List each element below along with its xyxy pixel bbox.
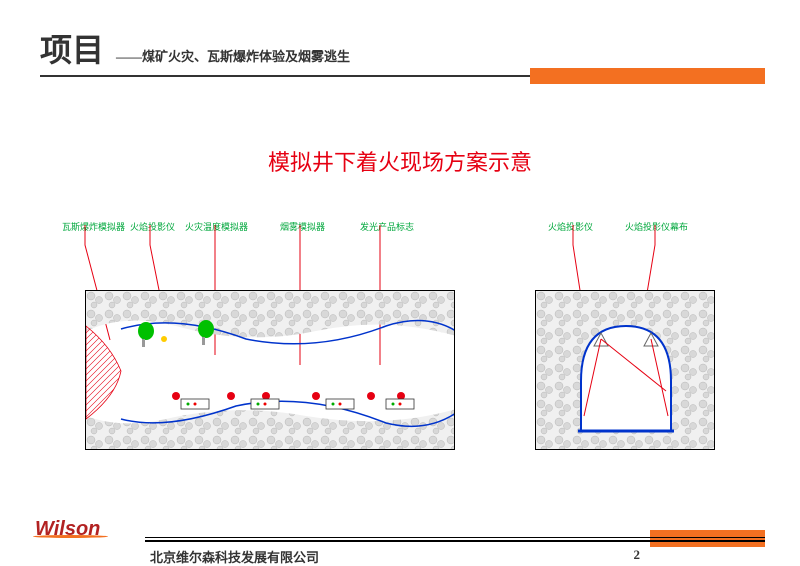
label-6: 火焰投影仪: [548, 220, 593, 233]
label-3: 火灾温度模拟器: [185, 220, 248, 233]
logo-swoosh: [33, 535, 108, 538]
footer-rule-thick: [145, 540, 765, 542]
header: 项目 ——煤矿火灾、瓦斯爆炸体验及烟雾逃生: [40, 25, 765, 71]
label-1: 瓦斯爆炸模拟器: [62, 220, 125, 233]
labels-row: 瓦斯爆炸模拟器 火焰投影仪 火灾温度模拟器 烟雾模拟器 发光产品标志 火焰投影仪…: [60, 220, 740, 240]
cross-section: [535, 290, 715, 450]
label-2: 火焰投影仪: [130, 220, 175, 233]
diagram-area: [0, 255, 800, 475]
label-7: 火焰投影仪幕布: [625, 220, 688, 233]
header-orange-bar: [530, 68, 765, 84]
page-title: 项目: [40, 25, 104, 71]
logo: Wilson: [35, 518, 100, 541]
label-4: 烟雾模拟器: [280, 220, 325, 233]
longitudinal-section: [85, 290, 455, 450]
page-number: 2: [634, 547, 641, 563]
diagram-title: 模拟井下着火现场方案示意: [0, 145, 800, 177]
page-subtitle: ——煤矿火灾、瓦斯爆炸体验及烟雾逃生: [116, 46, 350, 65]
company-name: 北京维尔森科技发展有限公司: [150, 547, 319, 566]
footer-rule-thin: [145, 537, 765, 538]
footer-orange-bar: [650, 530, 765, 547]
label-5: 发光产品标志: [360, 220, 414, 233]
